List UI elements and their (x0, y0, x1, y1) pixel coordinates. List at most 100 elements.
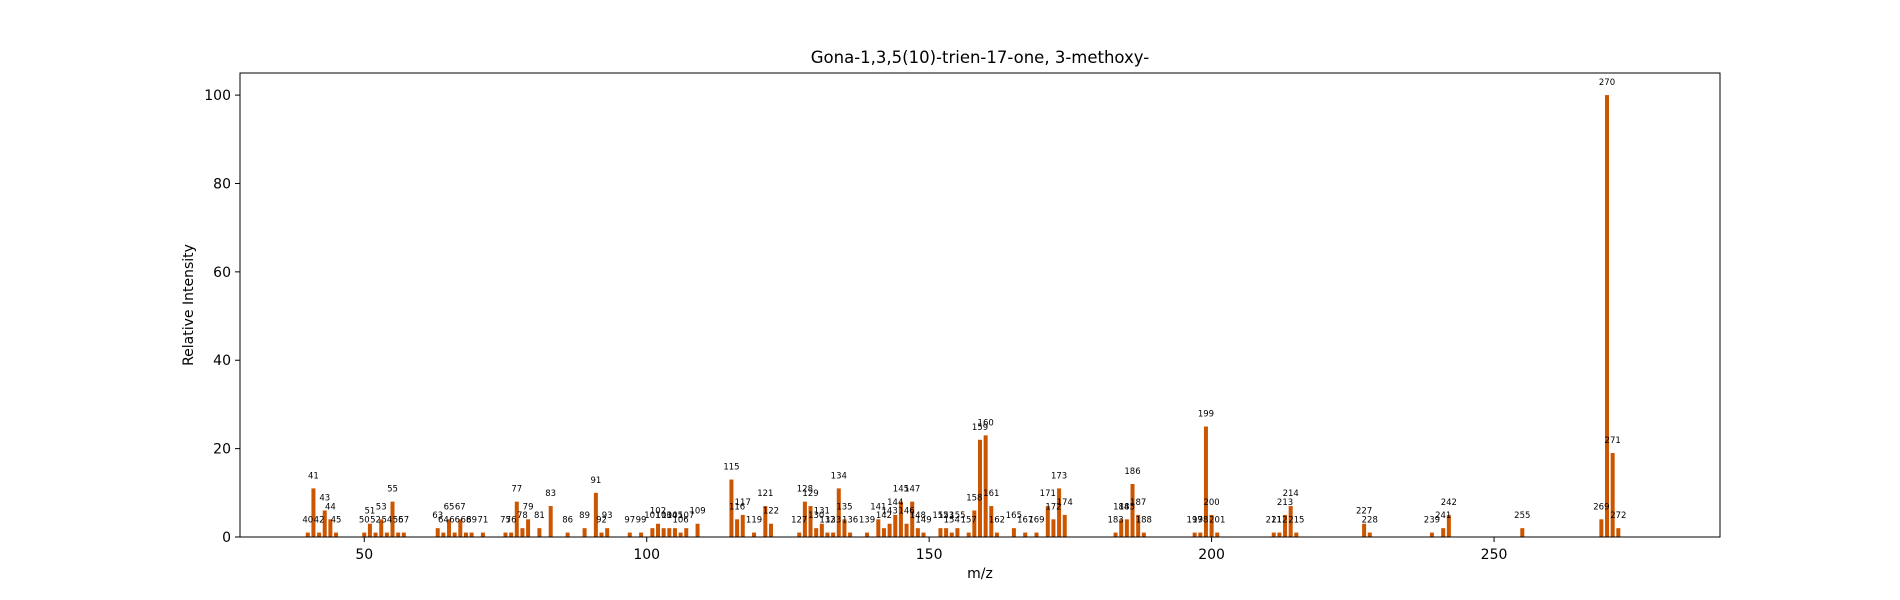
peak-label: 157 (961, 516, 977, 526)
peak-label: 89 (579, 511, 590, 521)
peak-label: 75 (500, 516, 511, 526)
peak-label: 69 (466, 516, 477, 526)
peak-label: 115 (723, 463, 739, 473)
peak-bar (848, 532, 853, 537)
peak-label: 116 (729, 502, 745, 512)
peak-label: 66 (449, 516, 460, 526)
peak-label: 133 (825, 516, 841, 526)
peak-label: 184 (1113, 502, 1129, 512)
peak-bar (763, 506, 768, 537)
peak-label: 215 (1288, 516, 1304, 526)
peak-label: 106 (672, 516, 688, 526)
peak-label: 128 (797, 485, 813, 495)
x-axis-label: m/z (967, 566, 993, 582)
peak-bar (463, 532, 468, 537)
peak-label: 158 (966, 493, 982, 503)
peak-label: 121 (757, 489, 773, 499)
peak-bar (379, 519, 384, 537)
peak-label: 78 (517, 511, 528, 521)
y-tick-label: 100 (204, 88, 231, 104)
peak-label: 227 (1356, 507, 1372, 517)
peak-bar (1616, 528, 1621, 537)
peak-label: 81 (534, 511, 545, 521)
peak-label: 155 (949, 511, 965, 521)
peak-label: 63 (432, 511, 443, 521)
peak-label: 154 (944, 516, 960, 526)
peak-bar (627, 532, 632, 537)
peak-label: 147 (904, 485, 920, 495)
peak-label: 42 (314, 516, 325, 526)
y-tick-label: 60 (213, 265, 231, 281)
peak-bar (1215, 532, 1220, 537)
peak-bar (989, 506, 994, 537)
peak-label: 212 (1271, 516, 1287, 526)
peak-bar (503, 532, 508, 537)
peak-label: 83 (545, 489, 556, 499)
y-tick-label: 0 (222, 530, 231, 546)
peak-bar (1446, 514, 1451, 537)
peak-label: 271 (1605, 436, 1621, 446)
peak-bar (842, 519, 847, 537)
x-tick-label: 50 (355, 547, 373, 563)
peak-bar (1136, 514, 1141, 537)
peak-label: 173 (1051, 471, 1067, 481)
peak-bar (1209, 514, 1214, 537)
peak-label: 55 (387, 485, 398, 495)
peak-bar (441, 532, 446, 537)
peak-label: 186 (1124, 467, 1140, 477)
peak-label: 144 (887, 498, 903, 508)
peak-bar (904, 523, 909, 537)
peak-label: 79 (523, 502, 534, 512)
peak-bar (797, 532, 802, 537)
peak-bar (1192, 532, 1197, 537)
peak-bar (401, 532, 406, 537)
peak-bar (565, 532, 570, 537)
peak-label: 119 (746, 516, 762, 526)
peak-label: 105 (667, 511, 683, 521)
peak-bar (1277, 532, 1282, 537)
peak-label: 50 (359, 516, 370, 526)
peak-label: 65 (444, 502, 455, 512)
peak-bar (768, 523, 773, 537)
y-tick-label: 40 (213, 353, 231, 369)
peak-bar (1610, 453, 1615, 537)
peak-bar (972, 510, 977, 537)
peak-label: 228 (1362, 516, 1378, 526)
peak-label: 255 (1514, 511, 1530, 521)
peak-bar (661, 528, 666, 537)
peak-label: 149 (915, 516, 931, 526)
x-tick-label: 150 (916, 547, 943, 563)
peak-label: 152 (932, 511, 948, 521)
peak-bar (1203, 426, 1208, 537)
peak-bar (1034, 532, 1039, 537)
y-axis-label: Relative Intensity (181, 244, 197, 366)
peak-label: 131 (814, 507, 830, 517)
peak-label: 76 (506, 516, 517, 526)
peak-bar (328, 519, 333, 537)
peak-label: 54 (381, 516, 392, 526)
peak-bar (599, 532, 604, 537)
peak-bar (678, 532, 683, 537)
peak-label: 67 (455, 502, 466, 512)
peak-label: 77 (511, 485, 522, 495)
peak-bar (322, 510, 327, 537)
peak-label: 199 (1198, 410, 1214, 420)
peak-label: 136 (842, 516, 858, 526)
plot-area-frame (239, 72, 1721, 538)
peak-label: 160 (978, 418, 994, 428)
peak-bar (949, 532, 954, 537)
peak-bar (825, 532, 830, 537)
peak-bar (684, 528, 689, 537)
x-tick-label: 250 (1481, 547, 1508, 563)
peak-label: 44 (325, 502, 336, 512)
peak-bar (1051, 519, 1056, 537)
peak-label: 130 (808, 511, 824, 521)
peak-label: 272 (1610, 511, 1626, 521)
peak-bar (802, 501, 807, 537)
y-tick-label: 80 (213, 176, 231, 192)
peak-bar (876, 519, 881, 537)
peak-bar (1283, 514, 1288, 537)
peak-bar (1198, 532, 1203, 537)
peak-bar (639, 532, 644, 537)
